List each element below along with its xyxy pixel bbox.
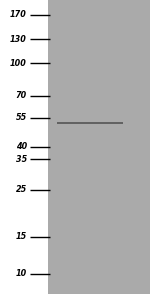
Text: 25: 25 xyxy=(16,186,27,194)
Text: 15: 15 xyxy=(16,232,27,241)
Text: 10: 10 xyxy=(16,269,27,278)
Text: 100: 100 xyxy=(10,59,27,68)
Text: 130: 130 xyxy=(10,35,27,44)
Text: 170: 170 xyxy=(10,10,27,19)
Text: 35: 35 xyxy=(16,155,27,164)
Text: 70: 70 xyxy=(16,91,27,100)
Bar xyxy=(48,0,150,294)
Text: 55: 55 xyxy=(16,113,27,122)
Bar xyxy=(0,0,48,294)
Text: 40: 40 xyxy=(16,143,27,151)
